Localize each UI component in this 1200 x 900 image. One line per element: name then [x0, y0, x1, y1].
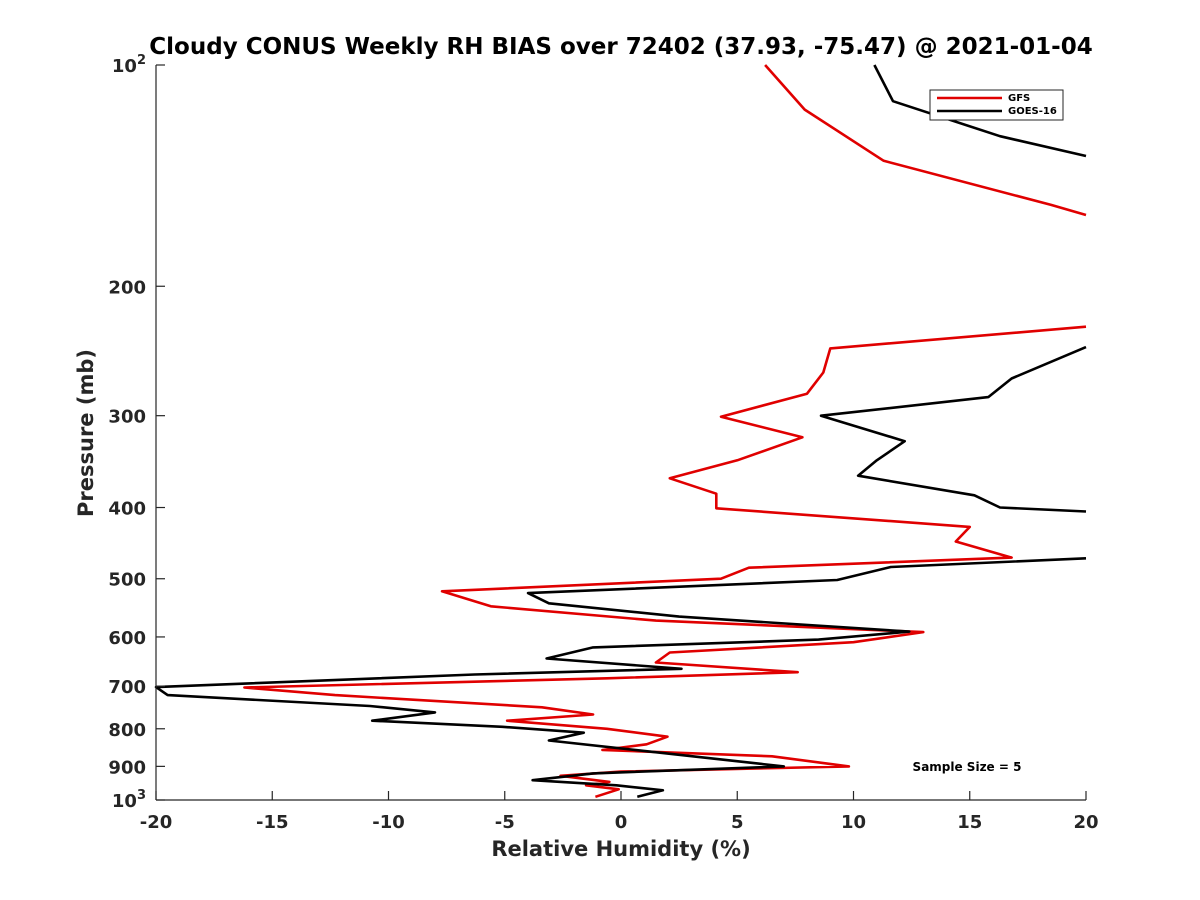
- x-axis-ticks: -20 -15 -10 -5 0 5 10 15 20: [140, 791, 1099, 833]
- x-tick-label: -5: [495, 812, 515, 833]
- y-tick-label: 700: [108, 677, 146, 698]
- series-line-gfs: [243, 64, 1087, 799]
- y-tick-label: 600: [108, 628, 146, 649]
- x-tick-label: 5: [731, 812, 744, 833]
- legend: GFS GOES-16: [929, 89, 1064, 121]
- x-tick-label: 0: [615, 812, 628, 833]
- x-tick-label: 10: [841, 812, 866, 833]
- x-tick-label: -20: [140, 812, 173, 833]
- chart-title: Cloudy CONUS Weekly RH BIAS over 72402 (…: [149, 34, 1092, 60]
- y-axis-label: Pressure (mb): [74, 349, 98, 517]
- legend-box: [929, 89, 1064, 121]
- y-tick-label: 900: [108, 757, 146, 778]
- sample-size-annotation: Sample Size = 5: [913, 760, 1022, 774]
- y-axis-ticks: 102 200 300 400 500 600 700 800 900 103: [108, 53, 165, 812]
- y-tick-label: 300: [108, 407, 146, 428]
- y-tick-label: 103: [112, 788, 146, 812]
- y-tick-label: 800: [108, 720, 146, 741]
- x-tick-label: -15: [256, 812, 289, 833]
- y-tick-label: 200: [108, 277, 146, 298]
- y-tick-label: 400: [108, 499, 146, 520]
- plot-area: [154, 64, 1087, 801]
- x-tick-label: 20: [1073, 812, 1098, 833]
- legend-label-gfs: GFS: [1008, 93, 1030, 104]
- axes-frame: [156, 65, 1086, 800]
- y-tick-label: 500: [108, 570, 146, 591]
- x-tick-label: -10: [372, 812, 405, 833]
- x-axis-label: Relative Humidity (%): [491, 837, 750, 861]
- legend-label-goes16: GOES-16: [1008, 106, 1057, 117]
- y-tick-label: 102: [112, 53, 146, 77]
- x-tick-label: 15: [957, 812, 982, 833]
